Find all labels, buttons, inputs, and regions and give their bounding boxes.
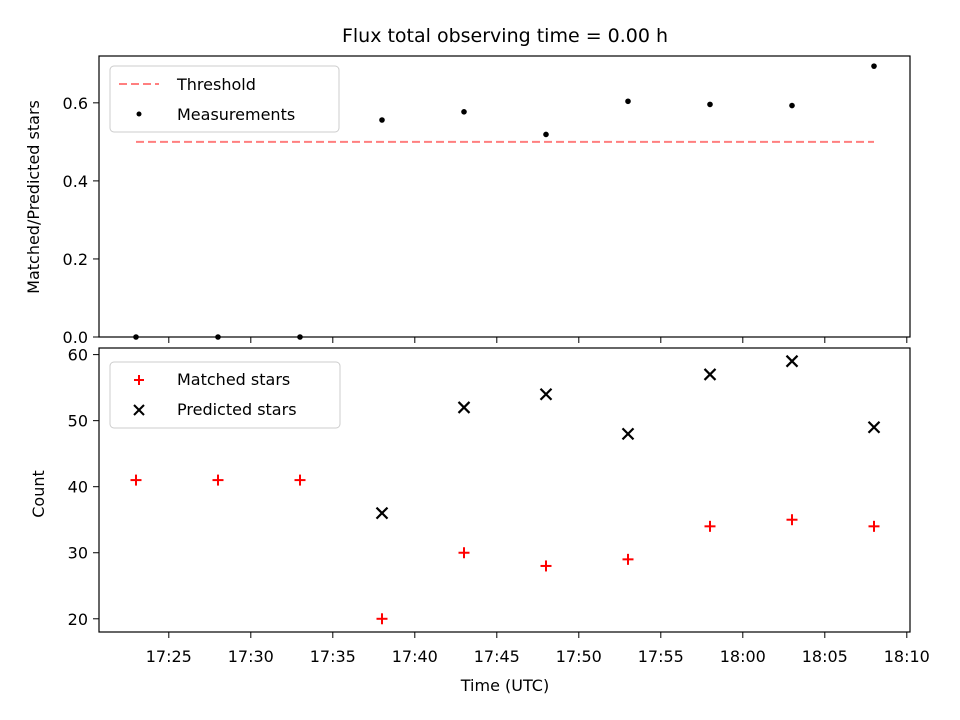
predicted-star-point bbox=[785, 354, 799, 368]
bottom-axes: 20 30 40 50 60 17:25 17:30 17:35 17:40 17:45 17:5… bbox=[29, 346, 930, 695]
top-axes: 0.0 0.2 0.4 0.6 Matched/Predicted stars Thr… bbox=[24, 55, 911, 347]
measurement-point bbox=[789, 102, 795, 109]
bottom-plot-frame bbox=[98, 347, 911, 633]
matched-star-point bbox=[458, 547, 470, 559]
legend-matched-swatch bbox=[134, 375, 144, 385]
matched-star-point bbox=[294, 474, 306, 486]
top-y-tick-label: 0.2 bbox=[63, 250, 88, 269]
bottom-y-tick-label: 30 bbox=[68, 544, 88, 563]
legend-threshold-label: Threshold bbox=[176, 75, 256, 94]
measurement-point bbox=[871, 63, 877, 69]
matched-star-point bbox=[212, 474, 224, 486]
legend-measurements-label: Measurements bbox=[177, 105, 295, 124]
measurement-point bbox=[379, 117, 385, 123]
bottom-y-tick-label: 40 bbox=[68, 478, 88, 497]
x-tick-label: 17:55 bbox=[638, 647, 684, 666]
predicted-star-point bbox=[457, 401, 471, 414]
x-tick-label: 17:40 bbox=[392, 647, 438, 666]
matched-star-point bbox=[704, 520, 716, 532]
bottom-legend: Matched stars Predicted stars bbox=[109, 361, 341, 429]
predicted-star-point bbox=[867, 420, 881, 434]
chart-title: Flux total observing time = 0.00 h bbox=[342, 25, 668, 47]
x-tick-label: 18:05 bbox=[802, 647, 848, 666]
x-tick-label: 17:25 bbox=[146, 647, 192, 666]
top-y-tick-label: 0.0 bbox=[63, 328, 88, 347]
predicted-star-point bbox=[703, 368, 717, 381]
matched-star-point bbox=[540, 560, 552, 572]
x-axis-label: Time (UTC) bbox=[460, 676, 549, 695]
matched-star-point bbox=[622, 553, 634, 565]
top-y-tick-label: 0.6 bbox=[63, 94, 88, 113]
top-legend: Threshold Measurements bbox=[109, 65, 340, 133]
matched-star-point bbox=[376, 613, 388, 625]
predicted-star-point bbox=[621, 427, 635, 441]
x-tick-label: 17:50 bbox=[556, 647, 602, 666]
measurement-point bbox=[543, 131, 549, 138]
matched-star-point bbox=[130, 474, 142, 486]
x-tick-label: 18:00 bbox=[720, 647, 766, 666]
matched-star-point bbox=[786, 514, 798, 526]
x-tick-label: 17:45 bbox=[474, 647, 520, 666]
bottom-y-tick-label: 20 bbox=[68, 610, 88, 629]
legend-matched-label: Matched stars bbox=[177, 370, 290, 389]
top-y-axis-label: Matched/Predicted stars bbox=[24, 100, 43, 294]
top-plot-frame bbox=[98, 55, 911, 338]
bottom-y-tick-label: 60 bbox=[68, 346, 88, 365]
x-tick-label: 17:35 bbox=[310, 647, 356, 666]
x-tick-label: 17:30 bbox=[228, 647, 274, 666]
predicted-star-point bbox=[375, 506, 389, 520]
measurement-point bbox=[707, 101, 713, 108]
measurement-point bbox=[461, 109, 467, 115]
predicted-star-point bbox=[539, 387, 553, 401]
bottom-y-axis-label: Count bbox=[29, 470, 48, 518]
legend-measurements-swatch bbox=[136, 111, 142, 117]
bottom-y-tick-label: 50 bbox=[68, 412, 88, 431]
x-tick-label: 18:10 bbox=[884, 647, 930, 666]
matched-star-point bbox=[868, 520, 880, 532]
measurement-point bbox=[625, 98, 631, 105]
legend-predicted-swatch bbox=[133, 404, 145, 416]
legend-predicted-label: Predicted stars bbox=[177, 400, 297, 419]
top-y-tick-label: 0.4 bbox=[63, 172, 88, 191]
